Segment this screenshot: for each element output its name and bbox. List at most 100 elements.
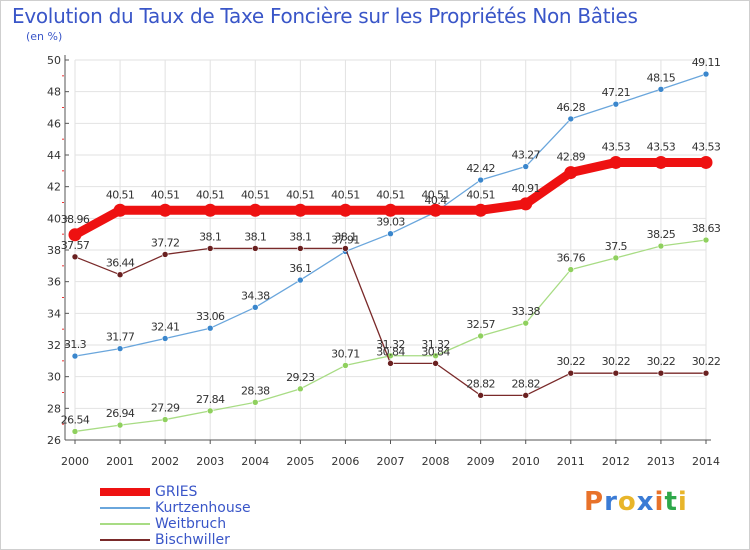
data-label: 37.5	[605, 240, 628, 253]
y-tick-label: 36	[47, 276, 61, 289]
legend-swatch	[100, 523, 150, 525]
data-point	[657, 369, 665, 377]
chart-unit: (en %)	[26, 30, 63, 43]
x-tick-label: 2010	[512, 455, 540, 468]
data-point	[113, 203, 127, 217]
data-point	[71, 352, 79, 360]
data-label: 38.63	[692, 222, 721, 235]
data-labels: 38.96 40.51 40.51 40.51 40.51 40.51 40.51 40.51…	[61, 56, 722, 426]
data-point	[654, 155, 668, 169]
data-point	[477, 176, 484, 184]
data-point	[384, 203, 397, 217]
data-point	[293, 203, 307, 217]
data-label: 36.44	[106, 257, 135, 270]
y-tick-label: 32	[47, 339, 61, 352]
data-label: 40.91	[511, 182, 540, 195]
data-point	[251, 399, 259, 406]
y-tick-label: 38	[47, 244, 61, 257]
data-label: 30.22	[692, 355, 721, 368]
data-label: 43.53	[647, 140, 676, 153]
data-point	[297, 245, 304, 252]
data-label: 43.53	[602, 140, 631, 153]
data-point	[567, 369, 575, 377]
x-tick-label: 2012	[602, 455, 630, 468]
y-tick-label: 48	[47, 86, 61, 99]
legend-label: GRIES	[155, 484, 198, 500]
data-label: 30.71	[331, 347, 360, 360]
data-point	[206, 245, 214, 252]
data-label: 28.82	[466, 377, 495, 390]
data-label: 40.51	[106, 188, 135, 201]
data-label: 28.82	[511, 377, 540, 390]
data-point	[477, 392, 484, 399]
x-tick-label: 2001	[106, 455, 134, 468]
logo-letter: r	[604, 487, 618, 517]
y-tick-label: 40	[47, 212, 61, 225]
data-point	[564, 166, 578, 180]
grid	[74, 59, 707, 441]
data-point	[477, 332, 484, 340]
data-label: 49.11	[692, 56, 721, 69]
data-label: 42.42	[466, 162, 495, 175]
x-tick-label: 2013	[647, 455, 675, 468]
data-point	[158, 203, 172, 217]
data-label: 31.3	[64, 338, 87, 351]
chart-title: Evolution du Taux de Taxe Foncière sur l…	[12, 4, 638, 28]
x-tick-label: 2011	[557, 455, 585, 468]
data-label: 28.38	[241, 384, 270, 397]
data-point	[657, 242, 665, 250]
data-label: 40.51	[331, 188, 360, 201]
data-point	[161, 251, 169, 258]
data-label: 37.72	[151, 236, 180, 249]
data-point	[612, 369, 620, 377]
x-tick-label: 2002	[151, 455, 179, 468]
data-label: 40.51	[376, 188, 405, 201]
y-tick-label: 28	[47, 402, 61, 415]
data-point	[567, 115, 575, 123]
legend-label: Kurtzenhouse	[155, 500, 251, 516]
data-point	[206, 407, 214, 415]
data-label: 40.4	[425, 194, 448, 207]
data-label: 40.51	[466, 188, 495, 201]
data-point	[522, 392, 530, 399]
data-point	[71, 428, 79, 435]
legend-swatch	[100, 539, 150, 541]
x-tick-label: 2007	[377, 455, 405, 468]
data-label: 38.25	[647, 228, 676, 241]
data-point	[248, 203, 262, 217]
data-label: 27.29	[151, 402, 180, 415]
data-label: 40.51	[286, 188, 315, 201]
data-label: 30.84	[376, 345, 405, 358]
data-label: 37.57	[61, 239, 90, 252]
data-label: 38.1	[199, 230, 221, 243]
data-point	[519, 197, 533, 211]
logo-letter: t	[664, 487, 678, 517]
data-label: 39.03	[376, 216, 405, 229]
data-point	[342, 245, 349, 252]
data-label: 27.84	[196, 393, 225, 406]
data-point	[432, 352, 439, 360]
x-tick-label: 2003	[196, 455, 224, 468]
y-tick-label: 42	[47, 181, 61, 194]
data-label: 26.54	[61, 413, 90, 426]
data-label: 31.32	[376, 338, 405, 351]
data-label: 47.21	[602, 86, 631, 99]
logo-letter: x	[636, 487, 655, 517]
data-label: 33.06	[196, 310, 225, 323]
legend-swatch	[100, 507, 150, 509]
data-label: 40.51	[241, 188, 270, 201]
line-chart: 26 28 30 32 34 36 38 40 42 44 46 48 50 2000 2001 2002 20…	[47, 54, 722, 468]
x-tick-label: 2014	[692, 455, 720, 468]
data-label: 30.22	[602, 355, 631, 368]
data-point	[387, 360, 394, 367]
series-weitbruch	[71, 236, 710, 435]
data-label: 30.22	[647, 355, 676, 368]
y-tick-label: 26	[47, 434, 61, 447]
data-point	[387, 230, 394, 237]
data-point	[612, 254, 620, 262]
proxiti-logo: Proxiti	[584, 487, 688, 517]
legend-label: Bischwiller	[155, 532, 230, 548]
data-point	[116, 421, 124, 429]
data-label: 46.28	[557, 101, 586, 114]
data-point	[702, 369, 710, 377]
